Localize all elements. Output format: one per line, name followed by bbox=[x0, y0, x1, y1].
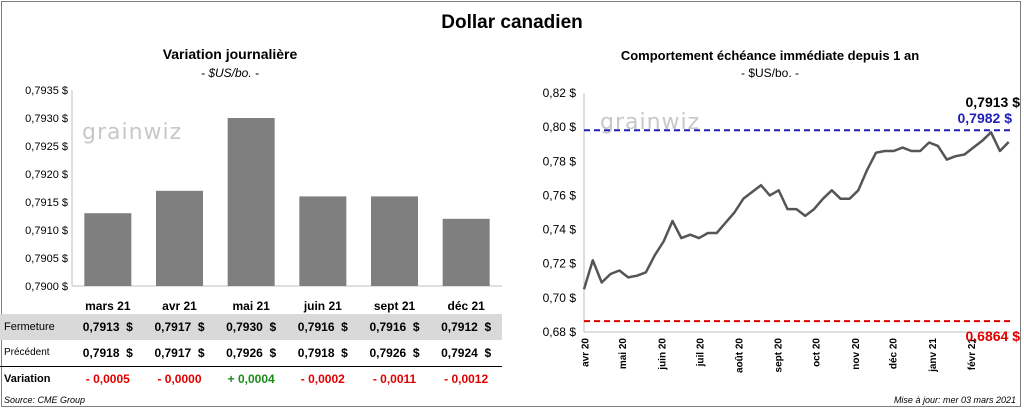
line-x-tick-label: juin 20 bbox=[657, 338, 668, 371]
bar-x-tick-label: sept 21 bbox=[374, 299, 416, 313]
source-note: Source: CME Group bbox=[4, 395, 86, 405]
bar bbox=[371, 196, 418, 286]
bar-x-tick-label: avr 21 bbox=[162, 299, 197, 313]
table-cell-prev: 0,7918 $ bbox=[297, 346, 348, 360]
bar-y-tick-label: 0,7920 $ bbox=[25, 169, 68, 181]
table-cell-prev: 0,7926 $ bbox=[369, 346, 420, 360]
line-y-tick-label: 0,68 $ bbox=[543, 325, 577, 339]
update-note: Mise à jour: mer 03 mars 2021 bbox=[893, 395, 1016, 405]
bar-y-tick-label: 0,7925 $ bbox=[25, 141, 68, 153]
line-y-tick-label: 0,72 $ bbox=[543, 257, 577, 271]
table-cell-prev: 0,7918 $ bbox=[82, 346, 133, 360]
page-title: Dollar canadien bbox=[441, 12, 583, 33]
row-band-close bbox=[0, 314, 502, 340]
bar-x-tick-label: mai 21 bbox=[232, 299, 270, 313]
price-series-line bbox=[582, 131, 1010, 290]
table-cell-var: - 0,0011 bbox=[372, 372, 417, 386]
table-cell-var: - 0,0012 bbox=[444, 372, 489, 386]
table-cell-prev: 0,7926 $ bbox=[226, 346, 277, 360]
bar-y-tick-label: 0,7900 $ bbox=[25, 281, 68, 293]
line-chart-title: Comportement échéance immédiate depuis 1… bbox=[620, 48, 920, 63]
bar bbox=[156, 190, 203, 286]
table-cell-prev: 0,7917 $ bbox=[154, 346, 205, 360]
line-x-tick-label: avr 20 bbox=[580, 338, 591, 367]
line-x-tick-label: janv 21 bbox=[928, 338, 939, 373]
line-x-tick-label: mai 20 bbox=[618, 338, 629, 370]
bar bbox=[227, 118, 275, 286]
line-chart-unit: - $US/bo. - bbox=[740, 66, 800, 80]
line-x-tick-label: févr 21 bbox=[967, 338, 978, 371]
high-value-label: 0,7982 $ bbox=[958, 110, 1013, 126]
table-cell-close: 0,7916 $ bbox=[369, 320, 420, 334]
bar-y-tick-label: 0,7915 $ bbox=[25, 197, 68, 209]
row-divider bbox=[0, 366, 502, 367]
line-x-tick-label: juil 20 bbox=[695, 338, 706, 368]
label-close: Fermeture bbox=[4, 321, 55, 333]
line-y-tick-label: 0,80 $ bbox=[543, 120, 577, 134]
table-cell-close: 0,7917 $ bbox=[154, 320, 205, 334]
table-cell-var: - 0,0000 bbox=[157, 372, 202, 386]
line-y-tick-label: 0,76 $ bbox=[543, 188, 577, 202]
table-cell-close: 0,7916 $ bbox=[297, 320, 348, 334]
line-x-tick-label: nov 20 bbox=[851, 338, 862, 370]
bar-watermark: grainwiz bbox=[82, 120, 183, 145]
bar-y-tick-label: 0,7930 $ bbox=[25, 113, 68, 125]
bar-y-tick-label: 0,7910 $ bbox=[25, 225, 68, 237]
label-variation: Variation bbox=[4, 373, 51, 385]
bar-x-tick-label: mars 21 bbox=[85, 299, 131, 313]
line-x-tick-label: déc 20 bbox=[889, 338, 900, 370]
bar bbox=[442, 218, 490, 286]
bar-y-tick-label: 0,7905 $ bbox=[25, 253, 68, 265]
table-cell-close: 0,7930 $ bbox=[226, 320, 277, 334]
line-x-tick-label: août 20 bbox=[734, 338, 745, 373]
table-cell-close: 0,7912 $ bbox=[441, 320, 492, 334]
table-cell-var: - 0,0005 bbox=[85, 372, 130, 386]
last-value-label: 0,7913 $ bbox=[966, 94, 1021, 110]
bar bbox=[299, 196, 347, 286]
bar bbox=[84, 213, 132, 286]
table-cell-var: - 0,0002 bbox=[300, 372, 345, 386]
line-x-tick-label: sept 20 bbox=[774, 338, 785, 373]
line-x-tick-label: oct 20 bbox=[812, 338, 823, 367]
line-y-tick-label: 0,78 $ bbox=[543, 154, 577, 168]
bar-x-tick-label: déc 21 bbox=[447, 299, 485, 313]
line-y-tick-label: 0,70 $ bbox=[543, 291, 577, 305]
line-y-tick-label: 0,74 $ bbox=[543, 223, 577, 237]
table-cell-var: + 0,0004 bbox=[227, 372, 275, 386]
bar-x-tick-label: juin 21 bbox=[303, 299, 342, 313]
table-cell-close: 0,7913 $ bbox=[82, 320, 133, 334]
bar-chart-unit: - $US/bo. - bbox=[200, 66, 260, 80]
label-prev: Précédent bbox=[4, 347, 50, 358]
table-cell-prev: 0,7924 $ bbox=[441, 346, 492, 360]
low-value-label: 0,6864 $ bbox=[966, 328, 1021, 344]
line-y-tick-label: 0,82 $ bbox=[543, 86, 577, 100]
bar-y-tick-label: 0,7935 $ bbox=[25, 85, 68, 97]
bar-chart-title: Variation journalière bbox=[162, 46, 298, 62]
